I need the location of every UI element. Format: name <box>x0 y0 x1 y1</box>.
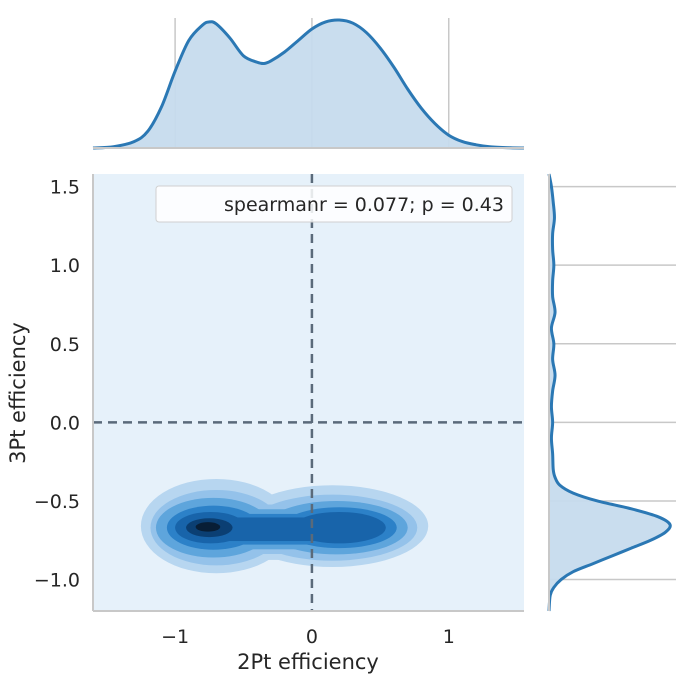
marginal-x-kde <box>92 18 525 150</box>
x-tick-label: 1 <box>443 626 455 648</box>
y-tick-label: 0.0 <box>50 412 80 434</box>
stats-legend: spearmanr = 0.077; p = 0.43 <box>155 185 513 223</box>
marginal-y-fill <box>549 174 671 611</box>
marginal-x-line <box>92 18 525 150</box>
y-tick-label: 1.5 <box>50 177 80 199</box>
spearman-annotation: spearmanr = 0.077; p = 0.43 <box>224 194 504 216</box>
marginal-y-line <box>547 173 672 612</box>
x-tick-label: −1 <box>161 626 189 648</box>
kde-contour-level-7 <box>195 522 221 532</box>
x-tick-label: 0 <box>306 626 318 648</box>
y-tick-label: 1.0 <box>50 255 80 277</box>
marginal-x-fill <box>93 19 524 149</box>
legend-box <box>155 185 513 223</box>
x-axis-label: 2Pt efficiency <box>237 650 379 674</box>
kde-contour-bridge <box>210 517 340 542</box>
joint-kde-plot: −1 0 1 −1.0 −0.5 0.0 0.5 1.0 1.5 <box>34 174 524 648</box>
y-tick-label: −0.5 <box>34 491 80 513</box>
marginal-y-kde <box>547 173 676 612</box>
y-tick-label: −1.0 <box>34 570 80 592</box>
y-tick-label: 0.5 <box>50 334 80 356</box>
kde-contour-lobe <box>195 522 221 532</box>
y-axis-label: 3Pt efficiency <box>6 322 30 464</box>
